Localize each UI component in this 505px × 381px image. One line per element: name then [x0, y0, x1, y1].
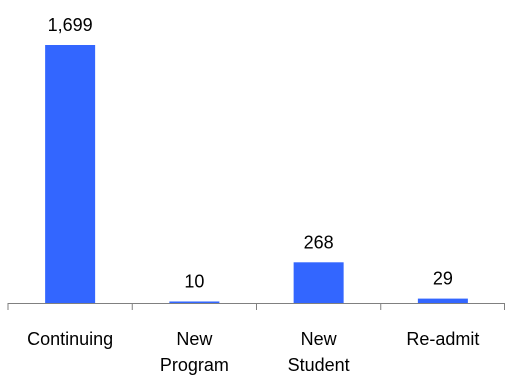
- category-label-group: Continuing New Program New Student Re-admit: [27, 329, 479, 375]
- bar-group: [45, 45, 468, 303]
- data-label: 1,699: [48, 15, 93, 35]
- category-label: New Student: [288, 329, 350, 375]
- category-label-line: Re-admit: [406, 329, 479, 349]
- data-label: 29: [433, 269, 453, 289]
- bar: [169, 301, 220, 303]
- x-axis: [7, 303, 505, 310]
- category-label-line: New: [176, 329, 213, 349]
- category-label-line: Continuing: [27, 329, 113, 349]
- category-label: Re-admit: [406, 329, 479, 349]
- data-label-group: 1,699 10 268 29: [48, 15, 453, 291]
- bar: [417, 298, 468, 303]
- bar: [293, 262, 344, 303]
- category-label: New Program: [160, 329, 229, 375]
- category-label-line: New: [301, 329, 338, 349]
- data-label: 10: [184, 271, 204, 291]
- category-label: Continuing: [27, 329, 113, 349]
- data-label: 268: [304, 232, 334, 252]
- bar: [45, 45, 96, 303]
- category-label-line: Student: [288, 355, 350, 375]
- category-label-line: Program: [160, 355, 229, 375]
